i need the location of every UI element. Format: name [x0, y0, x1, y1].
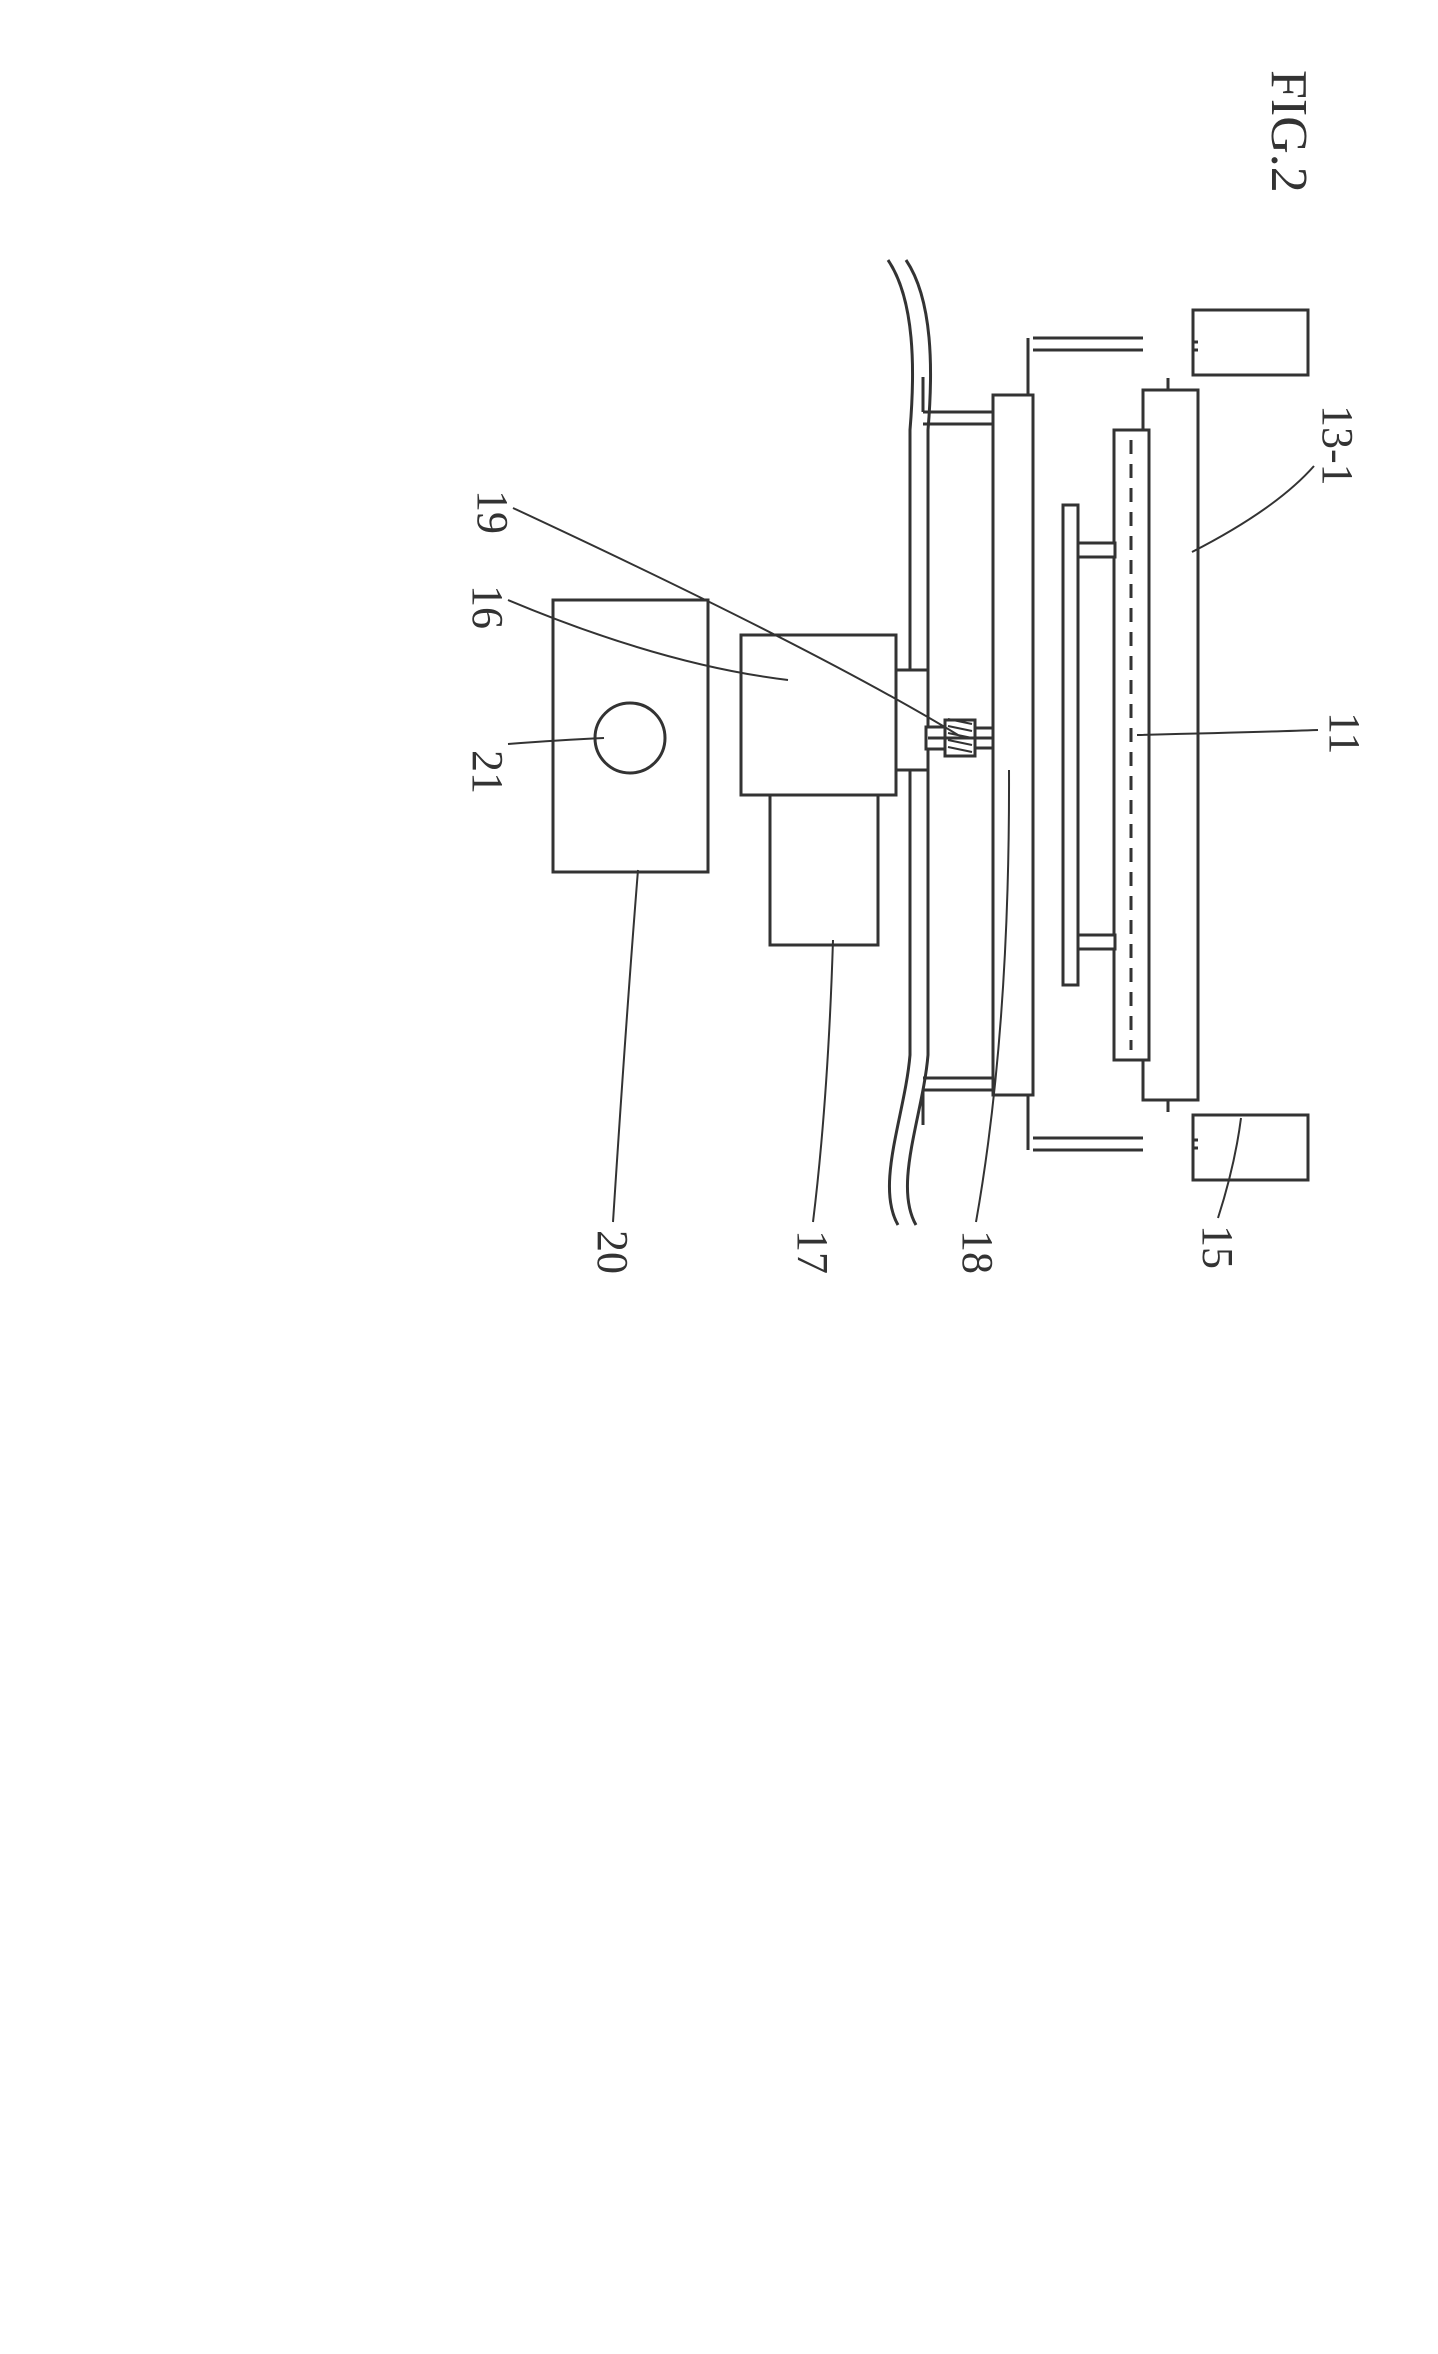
callout-18: 18	[953, 1230, 1002, 1274]
figure-container: FIG.2 13-11115181720211916	[0, 0, 1438, 2354]
callout-20: 20	[588, 1230, 637, 1274]
callout-17: 17	[788, 1230, 837, 1274]
callout-15: 15	[1193, 1225, 1242, 1269]
callout-19: 19	[468, 490, 517, 534]
callout-11: 11	[1320, 712, 1369, 754]
figure-rotated: FIG.2 13-11115181720211916	[0, 0, 1438, 2354]
figure-svg: 13-1 11 15 18 17 20 21 19 16	[338, 0, 1438, 1500]
callout-13-1: 13-1	[1313, 405, 1362, 486]
callout-21: 21	[463, 750, 512, 794]
callout-16: 16	[463, 585, 512, 629]
